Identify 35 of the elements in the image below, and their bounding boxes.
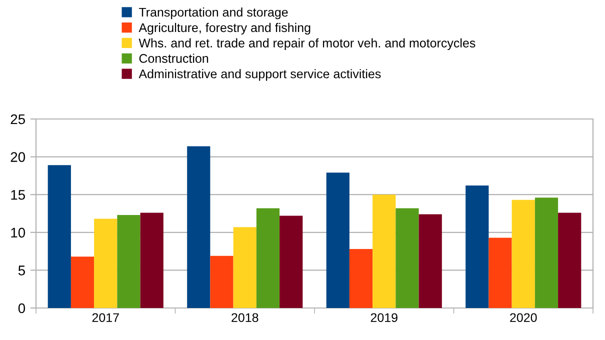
bar <box>466 186 489 308</box>
x-tick-label: 2019 <box>370 313 398 322</box>
bar <box>233 227 256 308</box>
legend-label: Construction <box>139 54 208 63</box>
y-tick-label: 5 <box>18 266 25 276</box>
bar <box>280 216 303 308</box>
legend-label: Administrative and support service activities <box>138 69 381 81</box>
y-tick-label: 10 <box>11 228 26 238</box>
legend-label: Agriculture, forestry and fishing <box>138 22 310 35</box>
y-tick-label: 15 <box>11 190 26 200</box>
bar <box>256 208 280 308</box>
bar <box>372 194 396 308</box>
bar <box>140 212 164 308</box>
x-tick-label: 2017 <box>92 313 119 322</box>
bar <box>349 249 373 308</box>
x-tick-label: 2018 <box>232 313 258 322</box>
y-tick-label: 0 <box>18 303 26 314</box>
bar <box>187 146 210 308</box>
bar <box>418 214 442 308</box>
bar <box>534 198 558 308</box>
bar <box>70 256 94 308</box>
bar <box>210 256 234 308</box>
bar <box>48 165 71 308</box>
y-tick-label: 25 <box>10 114 26 124</box>
legend-label: Whs. and ret. trade and repair of motor veh. and motorcycles <box>138 38 476 50</box>
bar <box>326 172 350 308</box>
bar <box>117 215 140 308</box>
bar <box>94 218 118 308</box>
bar <box>488 238 512 308</box>
y-tick-label: 20 <box>10 152 26 162</box>
bar <box>396 208 419 308</box>
x-tick-label: 2020 <box>510 313 537 322</box>
bar <box>558 212 582 308</box>
legend-label: Transportation and storage <box>138 8 288 20</box>
bar <box>512 200 535 308</box>
